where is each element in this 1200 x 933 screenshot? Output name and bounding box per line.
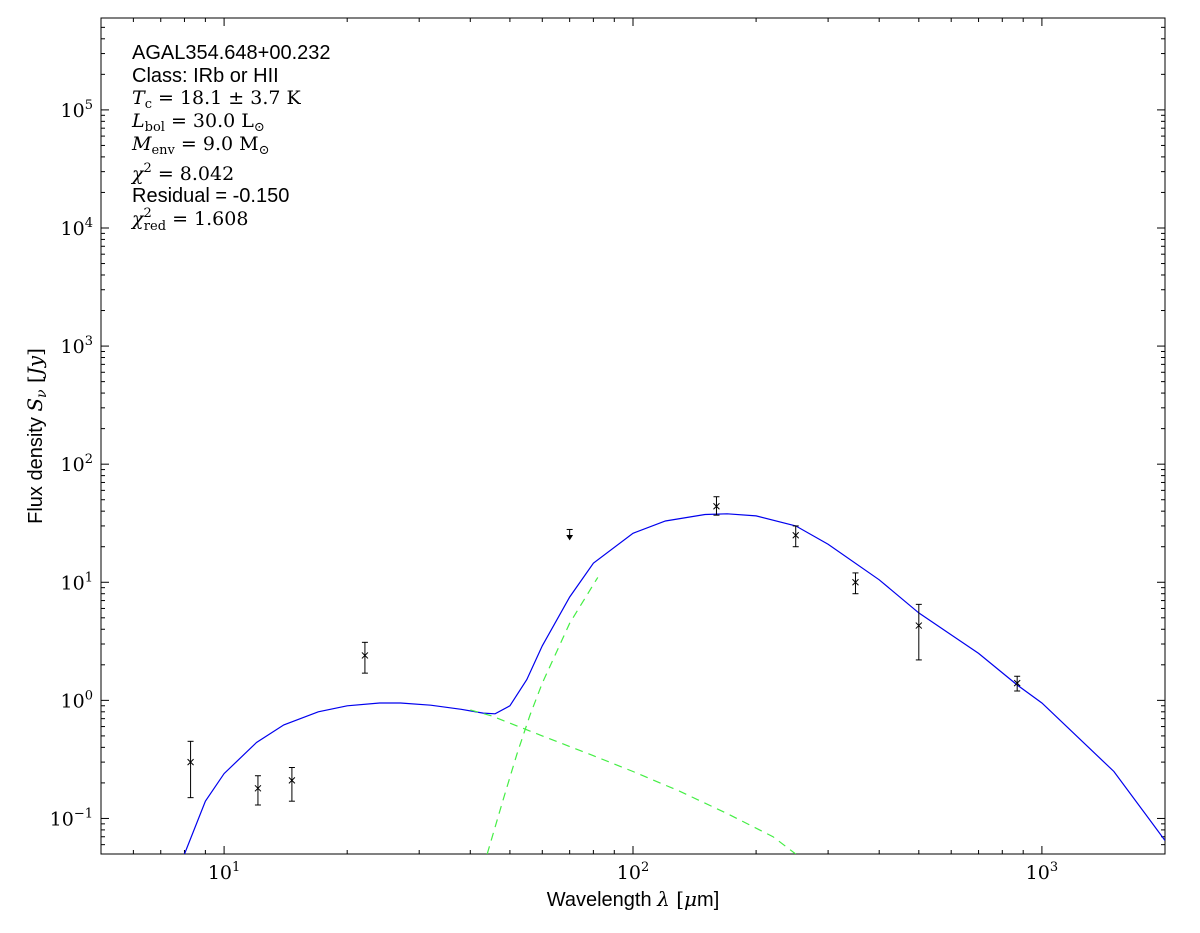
- point-marker: [361, 652, 369, 659]
- data-point: [915, 603, 923, 661]
- axis-ticks: [100, 17, 1166, 855]
- y-axis-label: Flux density Sν [Jy]: [23, 348, 50, 524]
- temperature-label: Tc = 18.1 ± 3.7 K: [132, 87, 302, 112]
- residual-label: Residual = -0.150: [132, 185, 289, 207]
- model-total-fit: [183, 513, 1165, 854]
- upper-limit: [566, 528, 574, 541]
- reduced-chi-squared-label: χ2 red = 1.608: [130, 206, 248, 234]
- point-marker: [852, 578, 859, 586]
- data-point: [1013, 675, 1021, 692]
- x-tick-labels: 101 102 103: [208, 860, 1058, 884]
- annotation-block: AGAL354.648+00.232 Class: IRb or HII Tc …: [130, 42, 331, 234]
- y-tick-label: 100: [61, 688, 93, 712]
- y-tick-label: 104: [61, 216, 93, 240]
- data-points-group: [187, 496, 1021, 806]
- y-tick-labels: 10−1 100 101 102 103 104 105: [50, 98, 93, 831]
- data-point: [852, 572, 859, 595]
- y-tick-label: 102: [61, 452, 93, 476]
- x-tick-label: 101: [208, 860, 240, 884]
- class-label: Class: IRb or HII: [132, 65, 279, 87]
- data-point: [792, 525, 800, 548]
- series-group: [183, 513, 1165, 854]
- model-component-1: [470, 709, 797, 854]
- y-tick-label: 10−1: [50, 806, 93, 830]
- y-tick-label: 103: [61, 334, 93, 358]
- data-point: [254, 775, 262, 806]
- point-marker: [915, 622, 923, 629]
- upper-limit-arrow: [566, 534, 574, 541]
- data-point: [361, 641, 369, 674]
- source-name: AGAL354.648+00.232: [132, 42, 331, 64]
- x-tick-label: 102: [617, 860, 649, 884]
- plot-area: [100, 17, 1166, 855]
- model-component-2: [486, 577, 599, 854]
- point-marker: [187, 758, 194, 766]
- chi-squared-label: χ2 = 8.042: [130, 161, 234, 185]
- data-point: [713, 496, 720, 516]
- point-marker: [288, 777, 296, 784]
- data-point: [288, 767, 296, 802]
- data-point: [187, 740, 194, 799]
- point-marker: [713, 502, 720, 510]
- point-marker: [1013, 679, 1021, 687]
- x-axis-label: Wavelength λ [μm]: [547, 887, 720, 911]
- y-tick-label: 101: [61, 570, 93, 594]
- luminosity-label: Lbol = 30.0 L⊙: [131, 110, 265, 135]
- point-marker: [254, 784, 262, 792]
- envelope-mass-label: Menv = 9.0 M⊙: [131, 133, 270, 158]
- y-tick-label: 105: [61, 98, 93, 122]
- x-tick-label: 103: [1026, 860, 1058, 884]
- point-marker: [792, 531, 800, 539]
